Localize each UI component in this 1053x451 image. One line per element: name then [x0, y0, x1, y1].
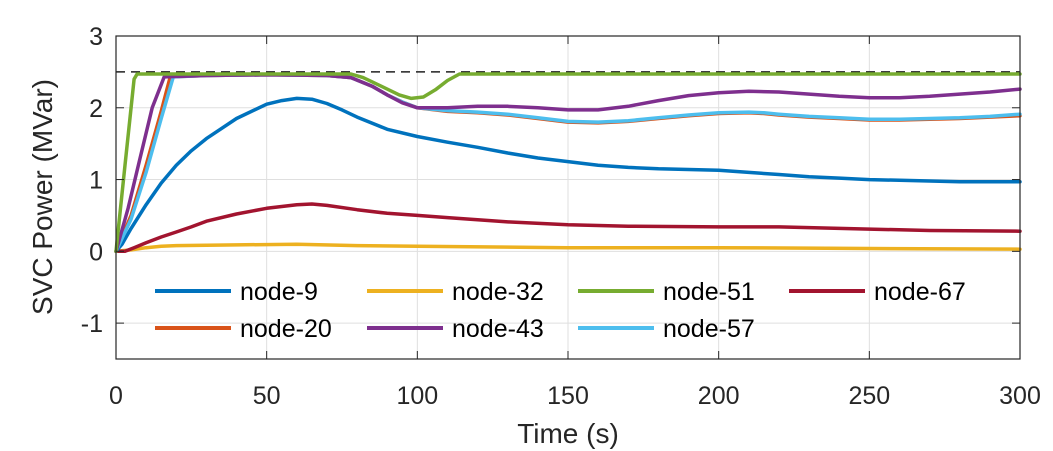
legend-label-node-51: node-51 — [663, 278, 755, 306]
legend-label-node-67: node-67 — [874, 278, 966, 306]
legend-label-node-9: node-9 — [240, 278, 318, 306]
x-tick-label: 0 — [109, 382, 123, 410]
series-line-node-51 — [114, 72, 1022, 254]
legend: node-9 node-32 node-51 node-67 node-20 node-4… — [155, 278, 966, 343]
y-tick-label: 0 — [89, 238, 103, 266]
y-tick-label: 1 — [89, 167, 103, 195]
x-tick-label: 250 — [848, 382, 890, 410]
legend-label-node-20: node-20 — [240, 315, 332, 343]
series-line-node-9 — [114, 96, 1022, 254]
y-axis-title: SVC Power (MVar) — [27, 79, 58, 315]
x-tick-label: 100 — [396, 382, 438, 410]
x-tick-label: 300 — [999, 382, 1041, 410]
y-tick-label: 3 — [89, 23, 103, 51]
x-tick-label: 50 — [253, 382, 281, 410]
ticks: 0 50 100 150 200 250 300 -1 0 1 2 3 — [81, 23, 1041, 410]
series-group — [114, 72, 1022, 254]
y-tick-label: 2 — [89, 95, 103, 123]
x-tick-label: 150 — [547, 382, 589, 410]
x-axis-title: Time (s) — [517, 418, 619, 449]
series-line-node-32 — [114, 242, 1022, 254]
legend-label-node-57: node-57 — [663, 315, 755, 343]
series-line-node-67 — [114, 202, 1022, 254]
y-tick-label: -1 — [81, 310, 103, 338]
legend-label-node-43: node-43 — [452, 315, 544, 343]
x-tick-label: 200 — [698, 382, 740, 410]
legend-label-node-32: node-32 — [452, 278, 544, 306]
